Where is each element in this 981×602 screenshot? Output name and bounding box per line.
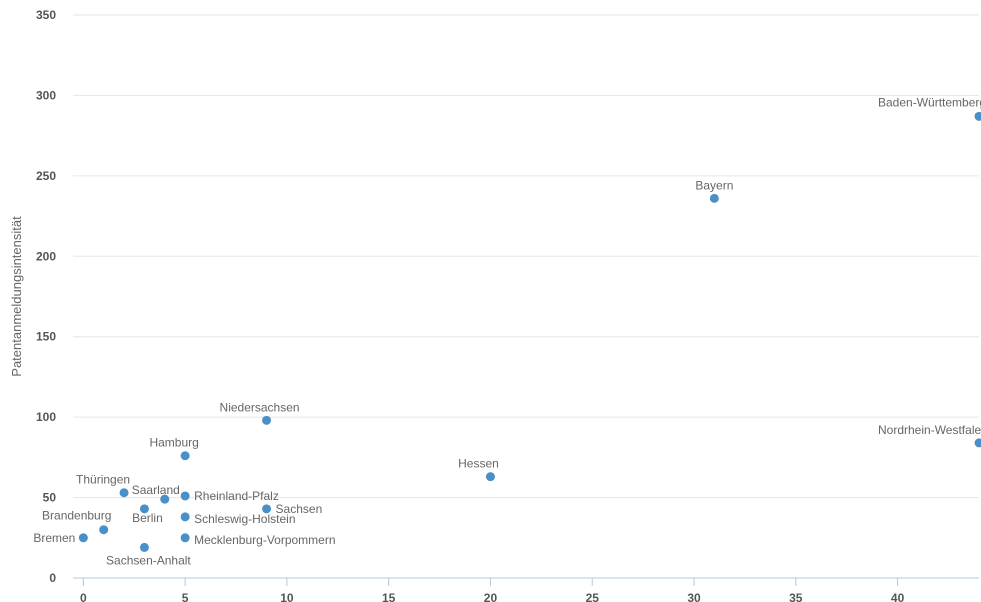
y-axis: 0 50 100 150 200 250 300 350 xyxy=(36,8,56,585)
y-tick-label: 350 xyxy=(36,8,56,22)
x-tick-label: 15 xyxy=(382,591,396,602)
point-label: Sachsen xyxy=(276,502,323,516)
point-label: Mecklenburg-Vorpommern xyxy=(194,533,335,547)
data-point[interactable] xyxy=(974,438,981,448)
x-tick-label: 35 xyxy=(789,591,803,602)
data-point[interactable] xyxy=(262,504,272,514)
data-point[interactable] xyxy=(180,491,190,501)
data-point[interactable] xyxy=(180,451,190,461)
point-label: Sachsen-Anhalt xyxy=(106,553,191,567)
point-label: Hessen xyxy=(458,457,499,471)
x-tick-label: 40 xyxy=(891,591,905,602)
point-label: Bayern xyxy=(695,178,733,192)
x-tick-label: 0 xyxy=(80,591,87,602)
point-label: Baden-Württemberg xyxy=(878,95,981,109)
y-tick-label: 0 xyxy=(49,571,56,585)
y-tick-label: 200 xyxy=(36,249,56,263)
point-label: Brandenburg xyxy=(42,509,111,523)
point-label: Rheinland-Pfalz xyxy=(194,489,279,503)
point-label: Hamburg xyxy=(149,436,198,450)
data-point[interactable] xyxy=(119,488,129,498)
x-tick-label: 5 xyxy=(182,591,189,602)
x-tick-label: 30 xyxy=(687,591,701,602)
data-point[interactable] xyxy=(485,472,495,482)
data-point[interactable] xyxy=(99,525,109,535)
y-tick-label: 150 xyxy=(36,330,56,344)
point-label: Thüringen xyxy=(76,473,130,487)
x-tick-label: 10 xyxy=(280,591,294,602)
point-label: Saarland xyxy=(132,483,180,497)
data-points xyxy=(78,111,981,552)
y-axis-title: Patentanmeldungsintensität xyxy=(9,216,24,377)
point-label: Schleswig-Holstein xyxy=(194,512,295,526)
data-point[interactable] xyxy=(709,193,719,203)
data-point[interactable] xyxy=(160,494,170,504)
data-point[interactable] xyxy=(262,415,272,425)
point-label: Nordrhein-Westfalen xyxy=(878,423,981,437)
data-point[interactable] xyxy=(180,512,190,522)
data-point[interactable] xyxy=(974,111,981,121)
x-tick-label: 20 xyxy=(484,591,498,602)
point-label: Berlin xyxy=(132,511,163,525)
y-tick-label: 300 xyxy=(36,88,56,102)
data-point[interactable] xyxy=(180,533,190,543)
y-tick-label: 100 xyxy=(36,410,56,424)
point-label: Niedersachsen xyxy=(220,400,300,414)
y-tick-label: 50 xyxy=(43,491,57,505)
data-point[interactable] xyxy=(139,542,149,552)
x-axis: 0 5 10 15 20 25 30 35 40 xyxy=(73,577,979,602)
point-label: Bremen xyxy=(33,531,75,545)
y-tick-label: 250 xyxy=(36,169,56,183)
x-tick-label: 25 xyxy=(586,591,600,602)
point-labels: Baden-Württemberg Bayern Nordrhein-Westfal… xyxy=(33,95,981,567)
data-point[interactable] xyxy=(78,533,88,543)
grid-lines xyxy=(73,14,979,499)
data-point[interactable] xyxy=(139,504,149,514)
